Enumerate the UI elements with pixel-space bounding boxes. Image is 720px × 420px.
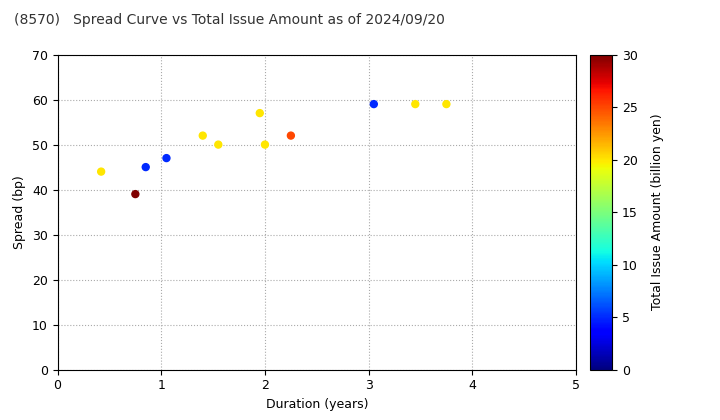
Point (254, 110, 266, 116)
Point (285, 132, 297, 139)
Point (95, 168, 107, 175)
Point (197, 132, 209, 139)
Point (441, 101, 452, 108)
Point (140, 164, 151, 171)
X-axis label: Duration (years): Duration (years) (266, 398, 368, 411)
Y-axis label: Total Issue Amount (billion yen): Total Issue Amount (billion yen) (652, 114, 665, 310)
Y-axis label: Spread (bp): Spread (bp) (14, 175, 27, 249)
Text: (8570)   Spread Curve vs Total Issue Amount as of 2024/09/20: (8570) Spread Curve vs Total Issue Amoun… (14, 13, 445, 26)
Point (212, 141, 224, 148)
Point (130, 191, 141, 197)
Point (368, 101, 379, 108)
Point (410, 101, 421, 108)
Point (161, 155, 172, 161)
Point (259, 141, 271, 148)
